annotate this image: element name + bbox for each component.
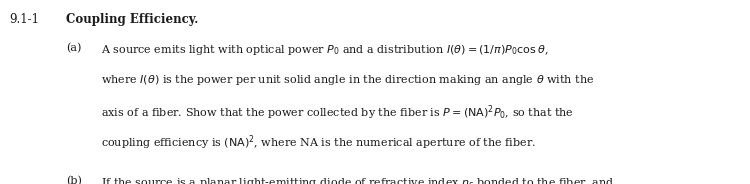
Text: where $I(\theta)$ is the power per unit solid angle in the direction making an a: where $I(\theta)$ is the power per unit …	[101, 73, 595, 87]
Text: (a): (a)	[66, 43, 81, 54]
Text: Coupling Efficiency.: Coupling Efficiency.	[66, 13, 198, 26]
Text: 9.1-1: 9.1-1	[9, 13, 39, 26]
Text: (b): (b)	[66, 176, 82, 184]
Text: If the source is a planar light-emitting diode of refractive index $n_s$ bonded : If the source is a planar light-emitting…	[101, 176, 615, 184]
Text: coupling efficiency is $(\mathrm{NA})^2$, where NA is the numerical aperture of : coupling efficiency is $(\mathrm{NA})^2$…	[101, 133, 536, 152]
Text: A source emits light with optical power $P_0$ and a distribution $I(\theta) = (1: A source emits light with optical power …	[101, 43, 549, 57]
Text: axis of a fiber. Show that the power collected by the fiber is $P = (\mathrm{NA}: axis of a fiber. Show that the power col…	[101, 103, 574, 122]
